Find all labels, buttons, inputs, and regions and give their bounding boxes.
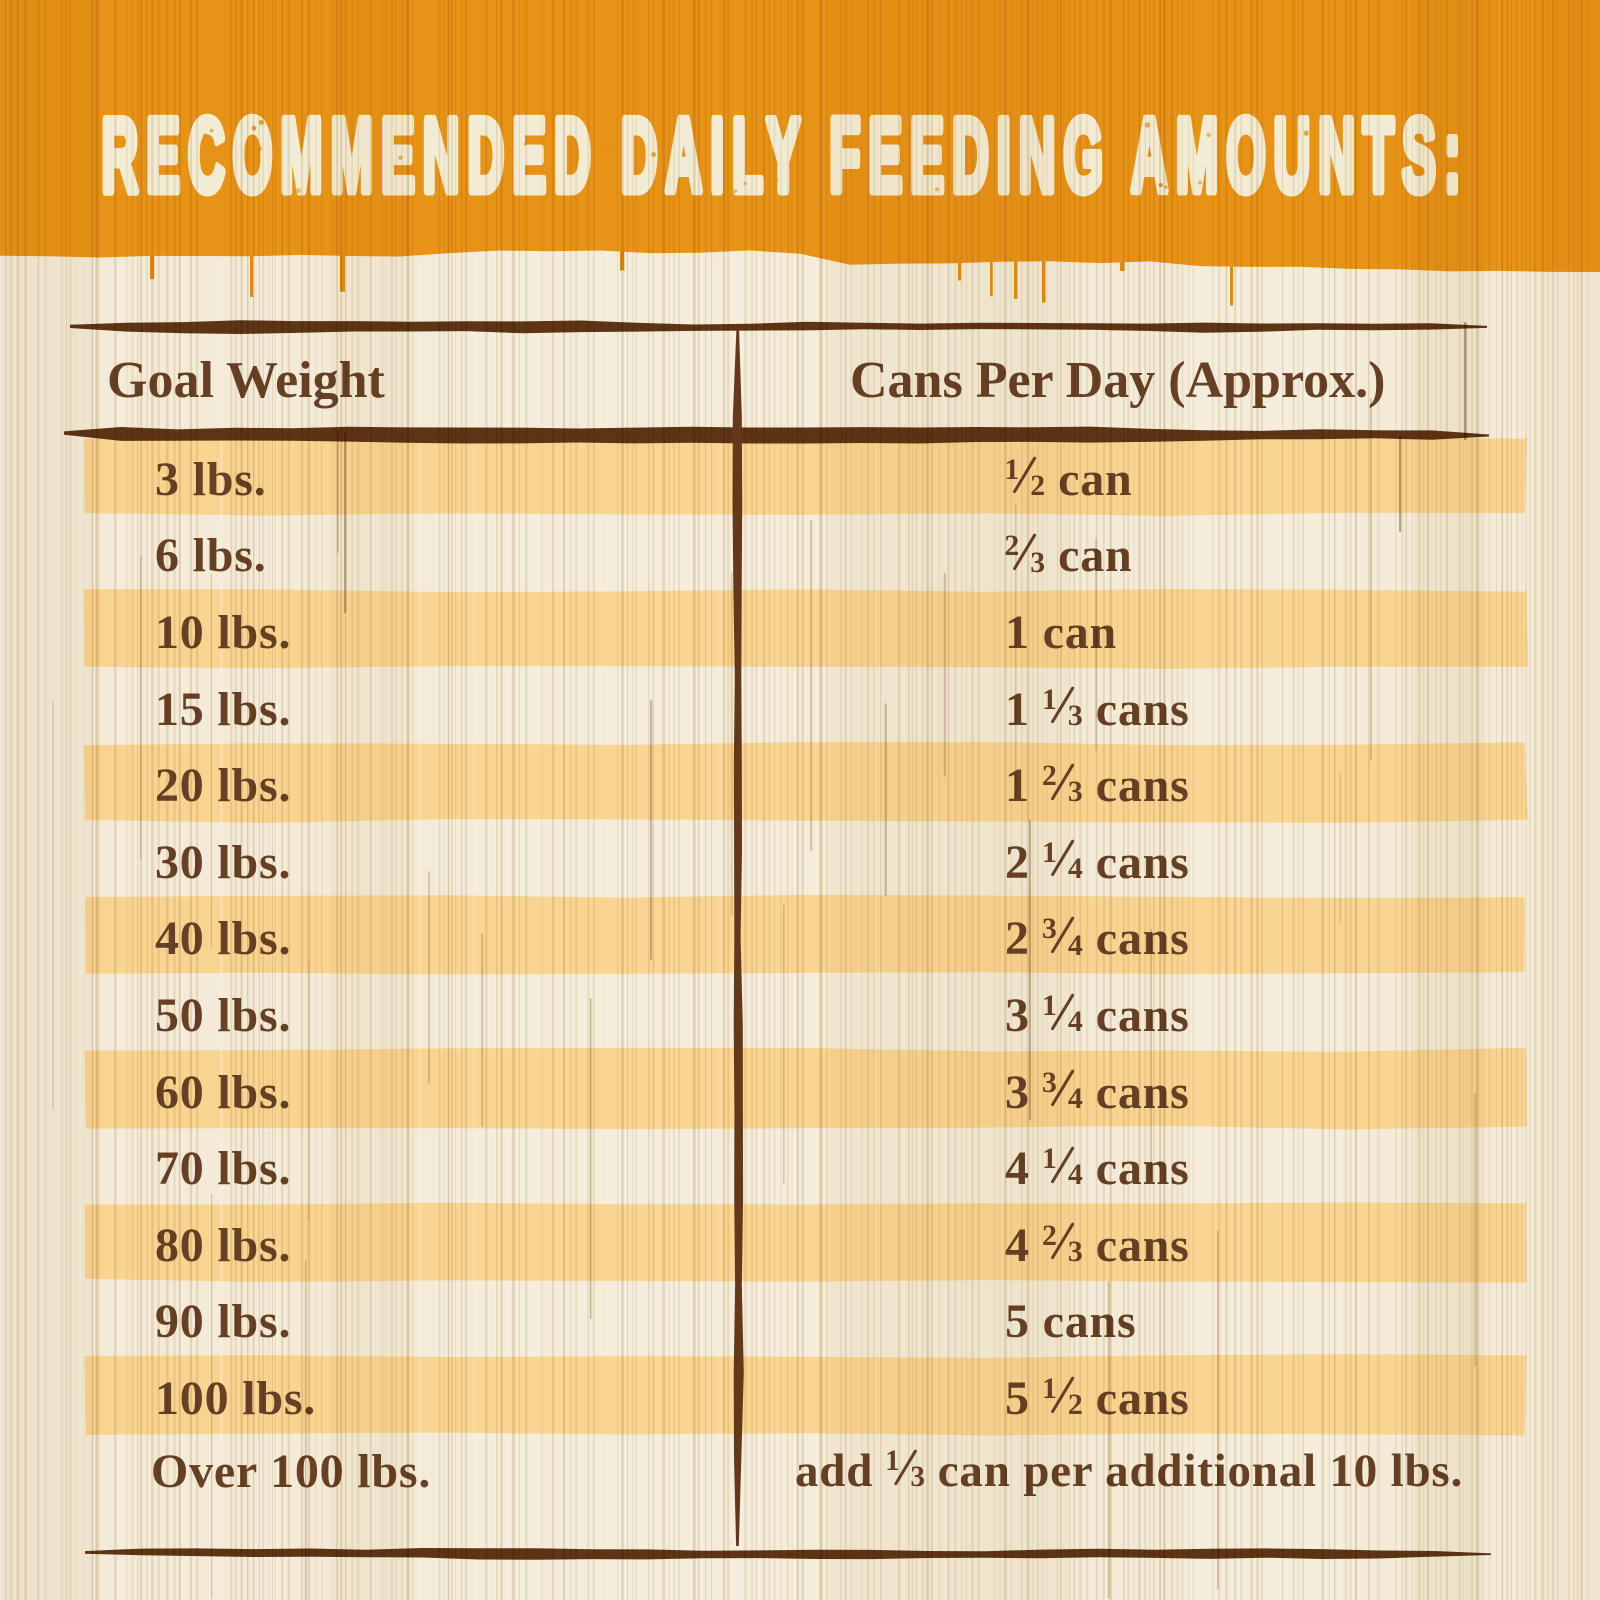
svg-text:RECOMMENDED DAILY FEEDING AMOU: RECOMMENDED DAILY FEEDING AMOUNTS: [101,98,1468,214]
